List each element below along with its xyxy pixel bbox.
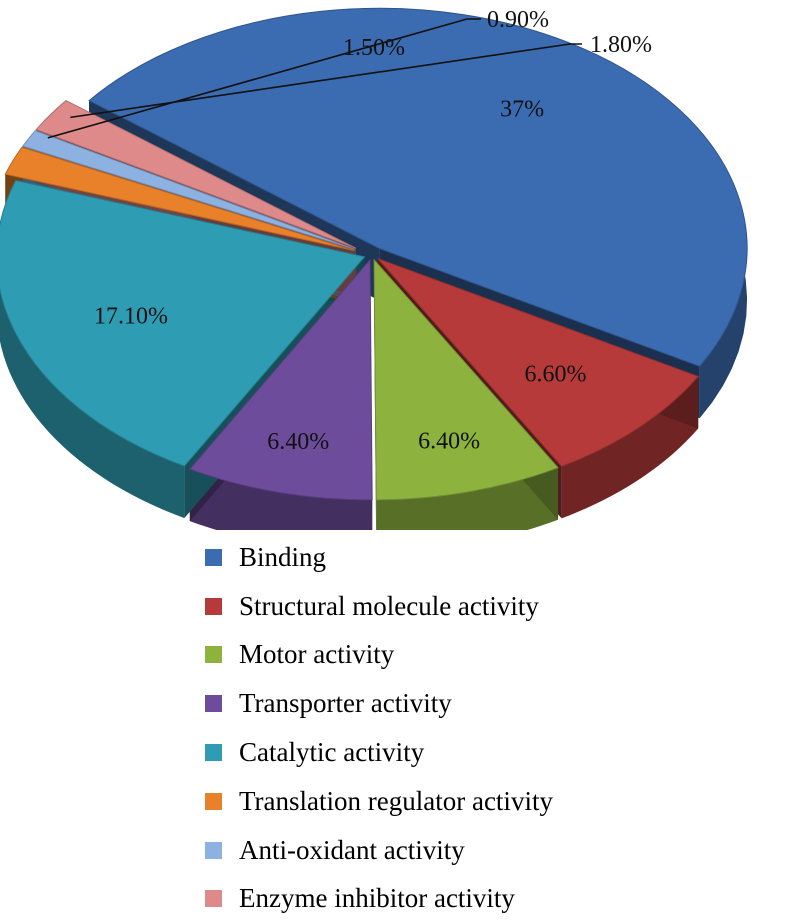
- slice-anti-oxidant-activity: [21, 130, 356, 250]
- slice-data-label: 37%: [500, 97, 544, 123]
- legend-item-binding: Binding: [205, 533, 553, 582]
- slice-side: [189, 469, 373, 530]
- slice-side: [0, 180, 185, 519]
- slice-translation-regulator-activity: [4, 146, 355, 251]
- legend-item-motor-activity: Motor activity: [205, 631, 553, 680]
- slice-data-label: 6.40%: [418, 429, 480, 455]
- slice-enzyme-inhibitor-activity: [35, 99, 357, 249]
- pie-tops: [0, 7, 748, 501]
- legend-swatch: [205, 646, 222, 664]
- legend-label: Binding: [239, 541, 327, 572]
- legend-swatch: [205, 548, 222, 566]
- legend-swatch: [205, 841, 222, 859]
- legend-item-translation-regulator-activity: Translation regulator activity: [205, 777, 553, 826]
- legend-swatch: [205, 597, 222, 615]
- slice-data-label: 0.90%: [487, 7, 549, 33]
- slice-data-label: 6.40%: [267, 429, 329, 455]
- legend-label: Translation regulator activity: [239, 785, 553, 816]
- legend-label: Anti-oxidant activity: [239, 834, 465, 865]
- legend-item-transporter-activity: Transporter activity: [205, 679, 553, 728]
- slice-transporter-activity: [188, 258, 373, 501]
- legend-swatch: [205, 695, 222, 713]
- legend-item-catalytic-activity: Catalytic activity: [205, 728, 553, 777]
- slice-motor-activity: [373, 258, 559, 501]
- slice-data-label: 6.60%: [524, 361, 586, 387]
- legend-label: Catalytic activity: [239, 737, 425, 768]
- legend-label: Structural molecule activity: [239, 590, 539, 621]
- leader-line: [47, 18, 481, 139]
- legend-label: Transporter activity: [239, 688, 452, 719]
- slice-data-label: 1.80%: [590, 32, 652, 58]
- slice-binding: [88, 7, 748, 367]
- chart-legend: Binding Structural molecule activity Mot…: [205, 533, 553, 923]
- leader-line: [70, 43, 582, 119]
- slice-side: [376, 467, 559, 530]
- pie-chart: 37%6.60%6.40%6.40%17.10%1.50%0.90%1.80%: [0, 7, 748, 530]
- legend-item-enzyme-inhibitor-activity: Enzyme inhibitor activity: [205, 875, 553, 923]
- slice-catalytic-activity: [0, 179, 366, 467]
- legend-item-anti-oxidant-activity: Anti-oxidant activity: [205, 826, 553, 875]
- slice-data-label: 17.10%: [94, 303, 168, 329]
- slice-structural-molecule-activity: [377, 258, 700, 467]
- legend-swatch: [205, 890, 222, 908]
- legend-item-structural-molecule-activity: Structural molecule activity: [205, 582, 553, 631]
- legend-label: Motor activity: [239, 639, 395, 670]
- legend-label: Enzyme inhibitor activity: [239, 883, 515, 914]
- legend-swatch: [205, 792, 222, 810]
- pie-labels: 37%6.60%6.40%6.40%17.10%1.50%0.90%1.80%: [47, 7, 652, 455]
- legend-swatch: [205, 744, 222, 762]
